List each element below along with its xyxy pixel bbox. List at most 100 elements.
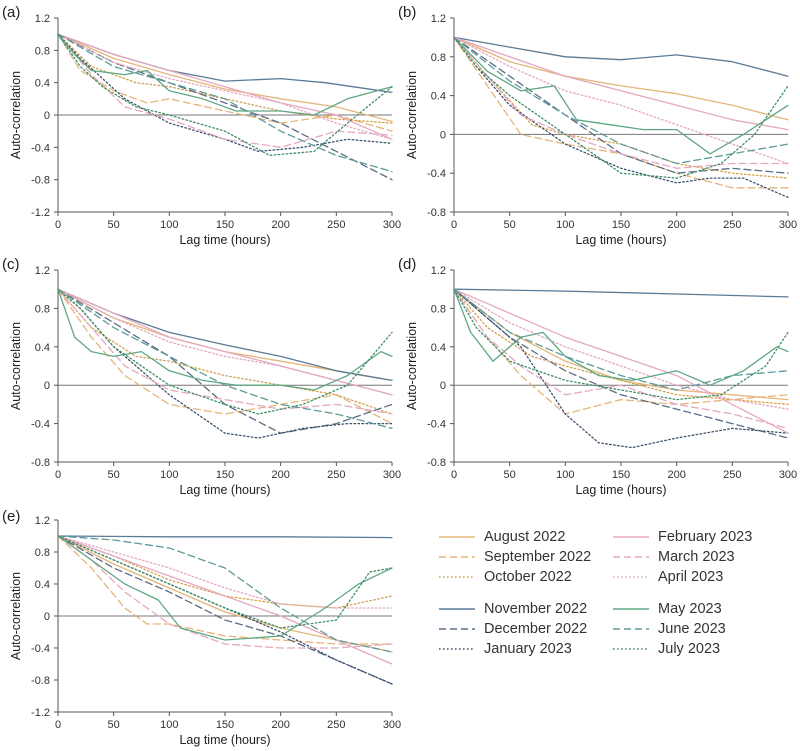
y-tick-label: 0 xyxy=(44,380,50,392)
x-tick-label: 150 xyxy=(612,219,630,231)
series-line-december-2022 xyxy=(57,288,393,434)
series-line-november-2022 xyxy=(57,288,393,382)
legend-item: July 2023 xyxy=(612,640,720,658)
panel-label-c: (c) xyxy=(2,256,20,273)
series-line-march-2023 xyxy=(57,535,393,649)
y-tick-label: 0.8 xyxy=(35,303,50,315)
x-tick-label: 0 xyxy=(451,469,457,481)
y-tick-label: 1.2 xyxy=(35,515,50,527)
x-tick-label: 200 xyxy=(667,469,685,481)
legend-label: April 2023 xyxy=(658,569,724,585)
legend-label: May 2023 xyxy=(658,601,722,617)
legend-swatch xyxy=(439,576,475,578)
series-line-april-2023 xyxy=(57,535,393,609)
x-tick-label: 250 xyxy=(327,219,345,231)
x-tick-label: 0 xyxy=(451,219,457,231)
x-tick-label: 250 xyxy=(327,469,345,481)
y-tick-label: -0.8 xyxy=(427,457,446,469)
x-tick-label: 0 xyxy=(55,219,61,231)
series-line-june-2023 xyxy=(453,36,789,165)
legend-swatch xyxy=(613,576,649,578)
series-line-december-2022 xyxy=(57,33,393,181)
series-line-february-2023 xyxy=(453,36,789,131)
legend-item: January 2023 xyxy=(438,640,572,658)
series-line-november-2022 xyxy=(453,36,789,77)
x-tick-label: 200 xyxy=(271,469,289,481)
y-tick-label: -0.4 xyxy=(31,419,50,431)
series-line-august-2022 xyxy=(57,33,393,123)
x-axis-label: Lag time (hours) xyxy=(575,233,666,247)
legend-item: May 2023 xyxy=(612,600,722,618)
y-tick-label: -0.4 xyxy=(31,643,50,655)
series-line-june-2023 xyxy=(57,33,393,173)
legend-item: December 2022 xyxy=(438,620,587,638)
legend-label: July 2023 xyxy=(658,641,721,657)
legend-swatch xyxy=(613,536,649,538)
series-line-march-2023 xyxy=(57,33,393,148)
x-axis-label: Lag time (hours) xyxy=(179,233,270,247)
x-tick-label: 50 xyxy=(504,219,516,231)
x-tick-label: 300 xyxy=(779,219,797,231)
series-line-july-2023 xyxy=(57,288,393,415)
y-tick-label: 0 xyxy=(440,129,446,141)
legend-label: February 2023 xyxy=(658,529,753,545)
y-tick-label: 1.2 xyxy=(431,13,446,25)
series-line-february-2023 xyxy=(57,33,393,140)
x-tick-label: 100 xyxy=(556,469,574,481)
legend-swatch xyxy=(439,648,475,650)
x-tick-label: 200 xyxy=(667,219,685,231)
legend-label: October 2022 xyxy=(484,569,572,585)
y-tick-label: 0.8 xyxy=(35,547,50,559)
series-line-june-2023 xyxy=(57,288,393,430)
x-tick-label: 100 xyxy=(160,219,178,231)
series-line-may-2023 xyxy=(57,33,393,116)
legend-label: September 2022 xyxy=(484,549,592,565)
series-line-february-2023 xyxy=(57,288,393,396)
panel-label-a: (a) xyxy=(2,4,21,21)
y-tick-label: -0.4 xyxy=(427,419,446,431)
series-line-october-2022 xyxy=(453,288,789,406)
series-line-october-2022 xyxy=(453,36,789,179)
legend-swatch xyxy=(613,608,649,610)
series-line-may-2023 xyxy=(453,36,789,155)
legend-swatch xyxy=(613,556,649,558)
x-tick-label: 300 xyxy=(383,469,401,481)
x-tick-label: 250 xyxy=(723,219,741,231)
x-tick-label: 150 xyxy=(216,719,234,731)
legend-label: December 2022 xyxy=(484,621,588,637)
legend-item: October 2022 xyxy=(438,568,572,586)
y-tick-label: -0.4 xyxy=(427,168,446,180)
legend-swatch xyxy=(439,628,475,630)
series-line-november-2022 xyxy=(453,288,789,298)
panel-label-b: (b) xyxy=(398,4,417,21)
y-tick-label: -1.2 xyxy=(31,707,50,719)
legend: August 2022 September 2022 October 2022 … xyxy=(438,528,778,668)
series-line-july-2023 xyxy=(57,33,393,157)
y-axis-label: Auto-correlation xyxy=(405,71,419,159)
y-tick-label: -0.8 xyxy=(427,207,446,219)
series-line-june-2023 xyxy=(453,288,789,391)
y-tick-label: 1.2 xyxy=(431,265,446,277)
series-line-august-2022 xyxy=(453,36,789,121)
series-line-september-2022 xyxy=(57,535,393,645)
series-line-march-2023 xyxy=(453,288,789,430)
x-tick-label: 250 xyxy=(723,469,741,481)
series-line-may-2023 xyxy=(453,288,789,386)
series-line-april-2023 xyxy=(453,36,789,165)
y-axis-label: Auto-correlation xyxy=(9,572,23,660)
x-tick-label: 150 xyxy=(612,469,630,481)
y-tick-label: 0.4 xyxy=(431,342,446,354)
x-tick-label: 250 xyxy=(327,719,345,731)
legend-item: March 2023 xyxy=(612,548,735,566)
y-axis-label: Auto-correlation xyxy=(9,322,23,410)
series-line-september-2022 xyxy=(453,36,789,189)
x-tick-label: 300 xyxy=(383,719,401,731)
series-line-july-2023 xyxy=(453,288,789,401)
y-tick-label: 0.8 xyxy=(35,45,50,57)
series-line-april-2023 xyxy=(57,33,393,140)
x-tick-label: 100 xyxy=(160,719,178,731)
x-tick-label: 100 xyxy=(556,219,574,231)
series-line-may-2023 xyxy=(57,288,393,391)
legend-item: June 2023 xyxy=(612,620,726,638)
